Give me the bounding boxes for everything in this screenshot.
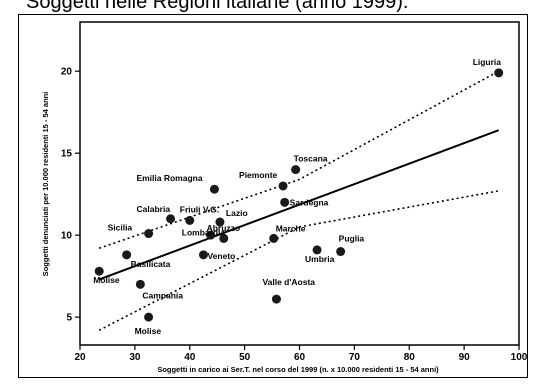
data-point <box>166 214 175 223</box>
data-point <box>280 198 289 207</box>
x-axis-title: Soggetti in carico ai Ser.T. nel corso d… <box>157 365 439 374</box>
x-tick-label: 30 <box>129 352 141 363</box>
point-label: Marche <box>276 223 306 233</box>
y-tick-label: 15 <box>61 149 73 160</box>
point-label: Piemonte <box>239 170 278 180</box>
point-label: Basilicata <box>131 259 171 269</box>
data-point <box>144 229 153 238</box>
point-label: Sardegna <box>290 197 329 207</box>
x-tick-label: 20 <box>74 352 86 363</box>
x-tick-label: 50 <box>239 352 251 363</box>
point-label: Friuli V.G. <box>180 204 219 214</box>
x-tick-label: 90 <box>459 352 471 363</box>
axes-group: 20 30 40 50 60 70 80 90 100 5 10 15 20 <box>61 67 528 363</box>
data-point <box>291 165 300 174</box>
point-label: Sicilia <box>108 223 133 233</box>
point-label: Veneto <box>207 251 235 261</box>
x-tick-label: 100 <box>511 352 528 363</box>
x-tick-label: 40 <box>184 352 196 363</box>
point-labels-group: Liguria Toscana Piemonte Emilia Romagna Sard… <box>93 57 501 336</box>
x-tick-label: 80 <box>404 352 416 363</box>
point-label: Campania <box>142 290 183 300</box>
point-label: Emilia Romagna <box>136 173 202 183</box>
y-tick-label: 10 <box>61 231 73 242</box>
point-label: Toscana <box>294 154 328 164</box>
point-label: Molise <box>93 275 120 285</box>
point-label: Lombardia <box>182 227 226 237</box>
data-point <box>144 313 153 322</box>
y-axis-title: Soggetti denunciati per 10.000 residenti… <box>41 92 50 277</box>
point-label: Umbria <box>305 254 335 264</box>
data-point <box>279 181 288 190</box>
y-tick-label: 20 <box>61 67 73 78</box>
data-point <box>185 216 194 225</box>
point-label: Molise <box>135 326 162 336</box>
point-label: Liguria <box>473 57 502 67</box>
x-tick-label: 60 <box>294 352 306 363</box>
data-point <box>494 68 503 77</box>
x-tick-label: 70 <box>349 352 361 363</box>
data-point <box>272 295 281 304</box>
data-point <box>136 280 145 289</box>
data-point <box>336 247 345 256</box>
point-label: Puglia <box>339 234 365 244</box>
data-point <box>210 185 219 194</box>
data-point <box>269 234 278 243</box>
point-label: Calabria <box>137 204 171 214</box>
y-tick-label: 5 <box>66 313 72 324</box>
point-label: Valle d'Aosta <box>262 277 315 287</box>
point-label: Lazio <box>226 208 248 218</box>
